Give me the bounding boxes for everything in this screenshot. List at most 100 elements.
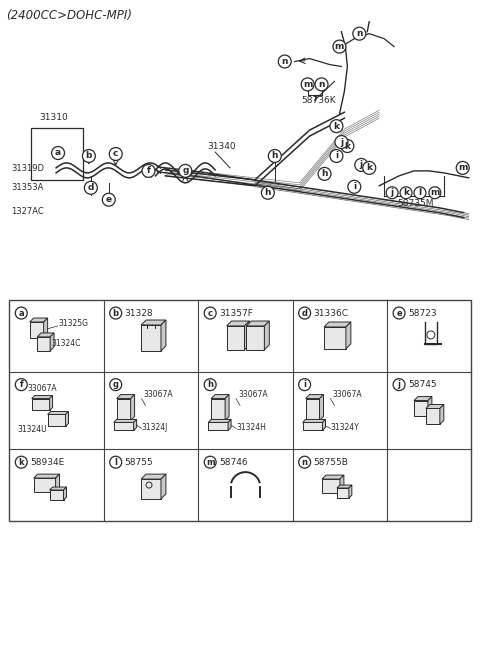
Text: 33067A: 33067A — [238, 390, 268, 399]
Polygon shape — [306, 395, 324, 399]
Polygon shape — [440, 404, 444, 424]
Text: e: e — [106, 195, 112, 204]
Circle shape — [318, 168, 331, 181]
Text: f: f — [146, 166, 151, 175]
Bar — [414, 401, 428, 417]
Polygon shape — [161, 474, 166, 499]
Bar — [114, 422, 133, 430]
Text: j: j — [391, 188, 394, 197]
Polygon shape — [49, 395, 53, 410]
Polygon shape — [56, 474, 60, 492]
Text: n: n — [356, 29, 362, 38]
Text: 31357F: 31357F — [219, 308, 253, 317]
Polygon shape — [302, 419, 325, 422]
Bar — [322, 479, 340, 493]
Polygon shape — [37, 333, 54, 337]
Polygon shape — [246, 321, 269, 326]
Circle shape — [262, 186, 274, 199]
Text: l: l — [419, 188, 421, 197]
Text: h: h — [264, 188, 271, 197]
Bar — [117, 399, 131, 421]
Text: j: j — [360, 161, 363, 170]
Text: 31328: 31328 — [125, 308, 153, 317]
Text: 33067A: 33067A — [144, 390, 173, 399]
Text: 58735M: 58735M — [397, 199, 433, 208]
Text: m: m — [335, 42, 344, 51]
Bar — [30, 322, 44, 338]
Circle shape — [299, 379, 311, 391]
Circle shape — [456, 161, 469, 174]
Text: k: k — [366, 163, 372, 172]
Bar — [32, 399, 49, 410]
Text: 1327AC: 1327AC — [12, 207, 44, 216]
Text: n: n — [301, 458, 308, 467]
Text: i: i — [303, 380, 306, 389]
Circle shape — [341, 139, 354, 152]
Polygon shape — [49, 487, 67, 490]
Circle shape — [393, 379, 405, 391]
Text: 58746: 58746 — [219, 458, 248, 467]
Text: 31310: 31310 — [39, 113, 68, 122]
Circle shape — [386, 187, 398, 199]
Polygon shape — [141, 320, 166, 325]
Polygon shape — [225, 395, 229, 421]
Polygon shape — [133, 419, 137, 430]
Polygon shape — [264, 321, 269, 350]
Circle shape — [330, 120, 343, 133]
Text: m: m — [206, 458, 215, 467]
Circle shape — [110, 307, 122, 319]
Polygon shape — [337, 485, 352, 488]
Text: l: l — [114, 458, 117, 467]
Circle shape — [315, 78, 328, 91]
Circle shape — [333, 40, 346, 53]
Text: 58755: 58755 — [125, 458, 154, 467]
Text: n: n — [318, 80, 325, 89]
Circle shape — [278, 55, 291, 68]
Text: a: a — [55, 148, 61, 157]
Text: a: a — [18, 308, 24, 317]
Text: d: d — [301, 308, 308, 317]
Bar — [211, 399, 225, 421]
Circle shape — [400, 187, 412, 199]
Text: j: j — [397, 380, 401, 389]
Text: 31324C: 31324C — [51, 339, 81, 348]
Text: k: k — [403, 188, 409, 197]
Bar — [324, 327, 346, 349]
Circle shape — [110, 379, 122, 391]
Text: 31353A: 31353A — [12, 183, 44, 192]
Polygon shape — [44, 318, 48, 338]
Polygon shape — [228, 419, 231, 430]
Bar — [37, 337, 50, 351]
Text: g: g — [113, 380, 119, 389]
Text: h: h — [272, 152, 278, 161]
Text: 31324H: 31324H — [236, 423, 266, 432]
Circle shape — [204, 379, 216, 391]
Polygon shape — [30, 318, 48, 322]
Polygon shape — [208, 419, 231, 422]
Text: 31340: 31340 — [207, 142, 236, 151]
Text: 31336C: 31336C — [313, 308, 348, 317]
Polygon shape — [428, 397, 432, 417]
Bar — [141, 325, 161, 351]
Bar — [302, 422, 323, 430]
Circle shape — [299, 456, 311, 468]
Polygon shape — [131, 395, 134, 421]
Circle shape — [102, 194, 115, 206]
Polygon shape — [161, 320, 166, 351]
Circle shape — [414, 187, 426, 199]
Text: 58934E: 58934E — [30, 458, 64, 467]
Circle shape — [429, 187, 441, 199]
Text: 58755B: 58755B — [313, 458, 348, 467]
Polygon shape — [414, 397, 432, 401]
Circle shape — [15, 456, 27, 468]
Bar — [31, 128, 83, 180]
Circle shape — [109, 148, 122, 161]
Text: 31324Y: 31324Y — [330, 423, 359, 432]
Polygon shape — [114, 419, 137, 422]
Text: k: k — [344, 141, 350, 150]
Circle shape — [142, 164, 155, 177]
Polygon shape — [324, 322, 351, 327]
Circle shape — [393, 307, 405, 319]
Bar — [227, 326, 244, 350]
Circle shape — [83, 150, 96, 163]
